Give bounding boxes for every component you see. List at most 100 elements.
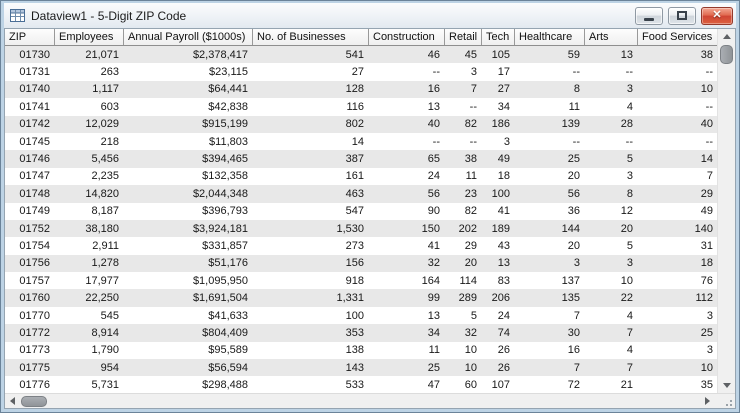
cell[interactable]: $2,378,417 [192, 48, 248, 61]
cell[interactable]: 49 [497, 153, 510, 166]
cell[interactable]: 43 [497, 239, 510, 252]
cell[interactable]: 13 [620, 48, 633, 61]
cell[interactable]: 21,071 [85, 48, 119, 61]
cell[interactable]: 18 [497, 170, 510, 183]
table-row[interactable]: 01756 1,278 $51,176 156 32 20 13 3 3 18 [5, 254, 717, 273]
cell[interactable]: 11 [568, 100, 580, 113]
cell[interactable]: 3 [626, 170, 633, 183]
table-row[interactable]: 01742 12,029 $915,199 802 40 82 186 139 28 40 [5, 115, 717, 133]
cell[interactable]: 218 [100, 135, 119, 148]
cell[interactable]: 353 [345, 326, 364, 339]
cell[interactable]: 25 [700, 326, 713, 339]
cell[interactable]: 18 [700, 257, 713, 270]
cell[interactable]: 01742 [19, 118, 50, 131]
cell[interactable]: 76 [700, 274, 713, 287]
cell[interactable]: 140 [694, 222, 713, 235]
cell[interactable]: 11 [428, 344, 440, 357]
cell[interactable]: 3 [706, 344, 713, 357]
table-row[interactable]: 01749 8,187 $396,793 547 90 82 41 36 12 49 [5, 202, 717, 220]
cell[interactable]: 8 [626, 187, 633, 200]
cell[interactable]: 40 [427, 118, 440, 131]
cell[interactable]: 150 [421, 222, 440, 235]
cell[interactable]: 01748 [19, 187, 50, 200]
cell[interactable]: 206 [491, 292, 510, 305]
cell[interactable]: 954 [100, 361, 119, 374]
cell[interactable]: 99 [427, 292, 440, 305]
resize-grip[interactable] [714, 394, 735, 408]
cell[interactable]: 01756 [19, 257, 50, 270]
cell[interactable]: $95,589 [208, 344, 248, 357]
cell[interactable]: $51,176 [208, 257, 248, 270]
cell[interactable]: 116 [346, 100, 364, 113]
table-row[interactable]: 01740 1,117 $64,441 128 16 7 27 8 3 10 [5, 80, 717, 99]
cell[interactable]: 547 [345, 205, 364, 218]
cell[interactable]: $2,044,348 [192, 187, 248, 200]
table-row[interactable]: 01747 2,235 $132,358 161 24 11 18 20 3 7 [5, 167, 717, 186]
cell[interactable]: 545 [100, 309, 119, 322]
column-header-no-of-businesses[interactable]: No. of Businesses [253, 29, 369, 45]
cell[interactable]: 10 [700, 361, 713, 374]
cell[interactable]: 1,790 [91, 344, 119, 357]
cell[interactable]: 20 [567, 170, 580, 183]
cell[interactable]: 3 [706, 309, 713, 322]
cell[interactable]: 10 [464, 361, 477, 374]
cell[interactable]: 1,278 [91, 257, 119, 270]
cell[interactable]: 463 [345, 187, 364, 200]
cell[interactable]: 01740 [19, 83, 50, 96]
cell[interactable]: $331,857 [202, 239, 248, 252]
cell[interactable]: 5,456 [91, 153, 119, 166]
cell[interactable]: 31 [700, 239, 713, 252]
cell[interactable]: 20 [567, 239, 580, 252]
table-row[interactable]: 01776 5,731 $298,488 533 47 60 107 72 21 35 [5, 376, 717, 393]
cell[interactable]: 2,911 [92, 239, 119, 252]
cell[interactable]: 17,977 [85, 274, 119, 287]
cell[interactable]: 12 [620, 205, 633, 218]
minimize-button[interactable] [635, 6, 663, 25]
cell[interactable]: 40 [700, 118, 713, 131]
column-header-arts[interactable]: Arts [585, 29, 638, 45]
cell[interactable]: 135 [561, 292, 580, 305]
cell[interactable]: 14 [351, 135, 364, 148]
cell[interactable]: $1,691,504 [192, 292, 248, 305]
cell[interactable]: 16 [427, 83, 440, 96]
cell[interactable]: 82 [464, 205, 477, 218]
cell[interactable]: 387 [345, 153, 364, 166]
cell[interactable]: 01773 [19, 344, 50, 357]
cell[interactable]: 918 [345, 274, 364, 287]
cell[interactable]: 10 [620, 274, 633, 287]
cell[interactable]: 186 [491, 118, 510, 131]
scroll-down-button[interactable] [718, 378, 735, 393]
cell[interactable]: 32 [427, 257, 440, 270]
cell[interactable]: 38 [700, 48, 713, 61]
cell[interactable]: -- [432, 66, 440, 79]
cell[interactable]: 34 [497, 100, 510, 113]
cell[interactable]: 189 [491, 222, 510, 235]
cell[interactable]: 5,731 [91, 379, 119, 392]
cell[interactable]: 16 [567, 344, 580, 357]
cell[interactable]: 5 [470, 309, 477, 322]
cell[interactable]: -- [469, 100, 477, 113]
cell[interactable]: 72 [567, 379, 580, 392]
table-row[interactable]: 01757 17,977 $1,095,950 918 164 114 83 137 10 76 [5, 272, 717, 290]
cell[interactable]: 541 [345, 48, 364, 61]
cell[interactable]: 32 [464, 326, 477, 339]
cell[interactable]: 45 [464, 48, 477, 61]
cell[interactable]: 8,187 [91, 205, 119, 218]
cell[interactable]: 23 [464, 187, 477, 200]
cell[interactable]: 01731 [19, 66, 50, 79]
cell[interactable]: 59 [567, 48, 580, 61]
horizontal-scrollbar[interactable] [5, 394, 714, 408]
column-header-healthcare[interactable]: Healthcare [515, 29, 585, 45]
cell[interactable]: 30 [567, 326, 580, 339]
cell[interactable]: 533 [345, 379, 364, 392]
cell[interactable]: 01741 [19, 100, 50, 113]
cell[interactable]: 7 [573, 309, 580, 322]
table-row[interactable]: 01731 263 $23,115 27 -- 3 17 -- -- -- [5, 63, 717, 81]
cell[interactable]: 34 [427, 326, 440, 339]
cell[interactable]: 3 [503, 135, 510, 148]
title-bar[interactable]: Dataview1 - 5-Digit ZIP Code ✕ [4, 3, 736, 28]
cell[interactable]: -- [572, 66, 580, 79]
cell[interactable]: 49 [700, 205, 713, 218]
cell[interactable]: 156 [345, 257, 364, 270]
scroll-up-button[interactable] [718, 29, 735, 44]
